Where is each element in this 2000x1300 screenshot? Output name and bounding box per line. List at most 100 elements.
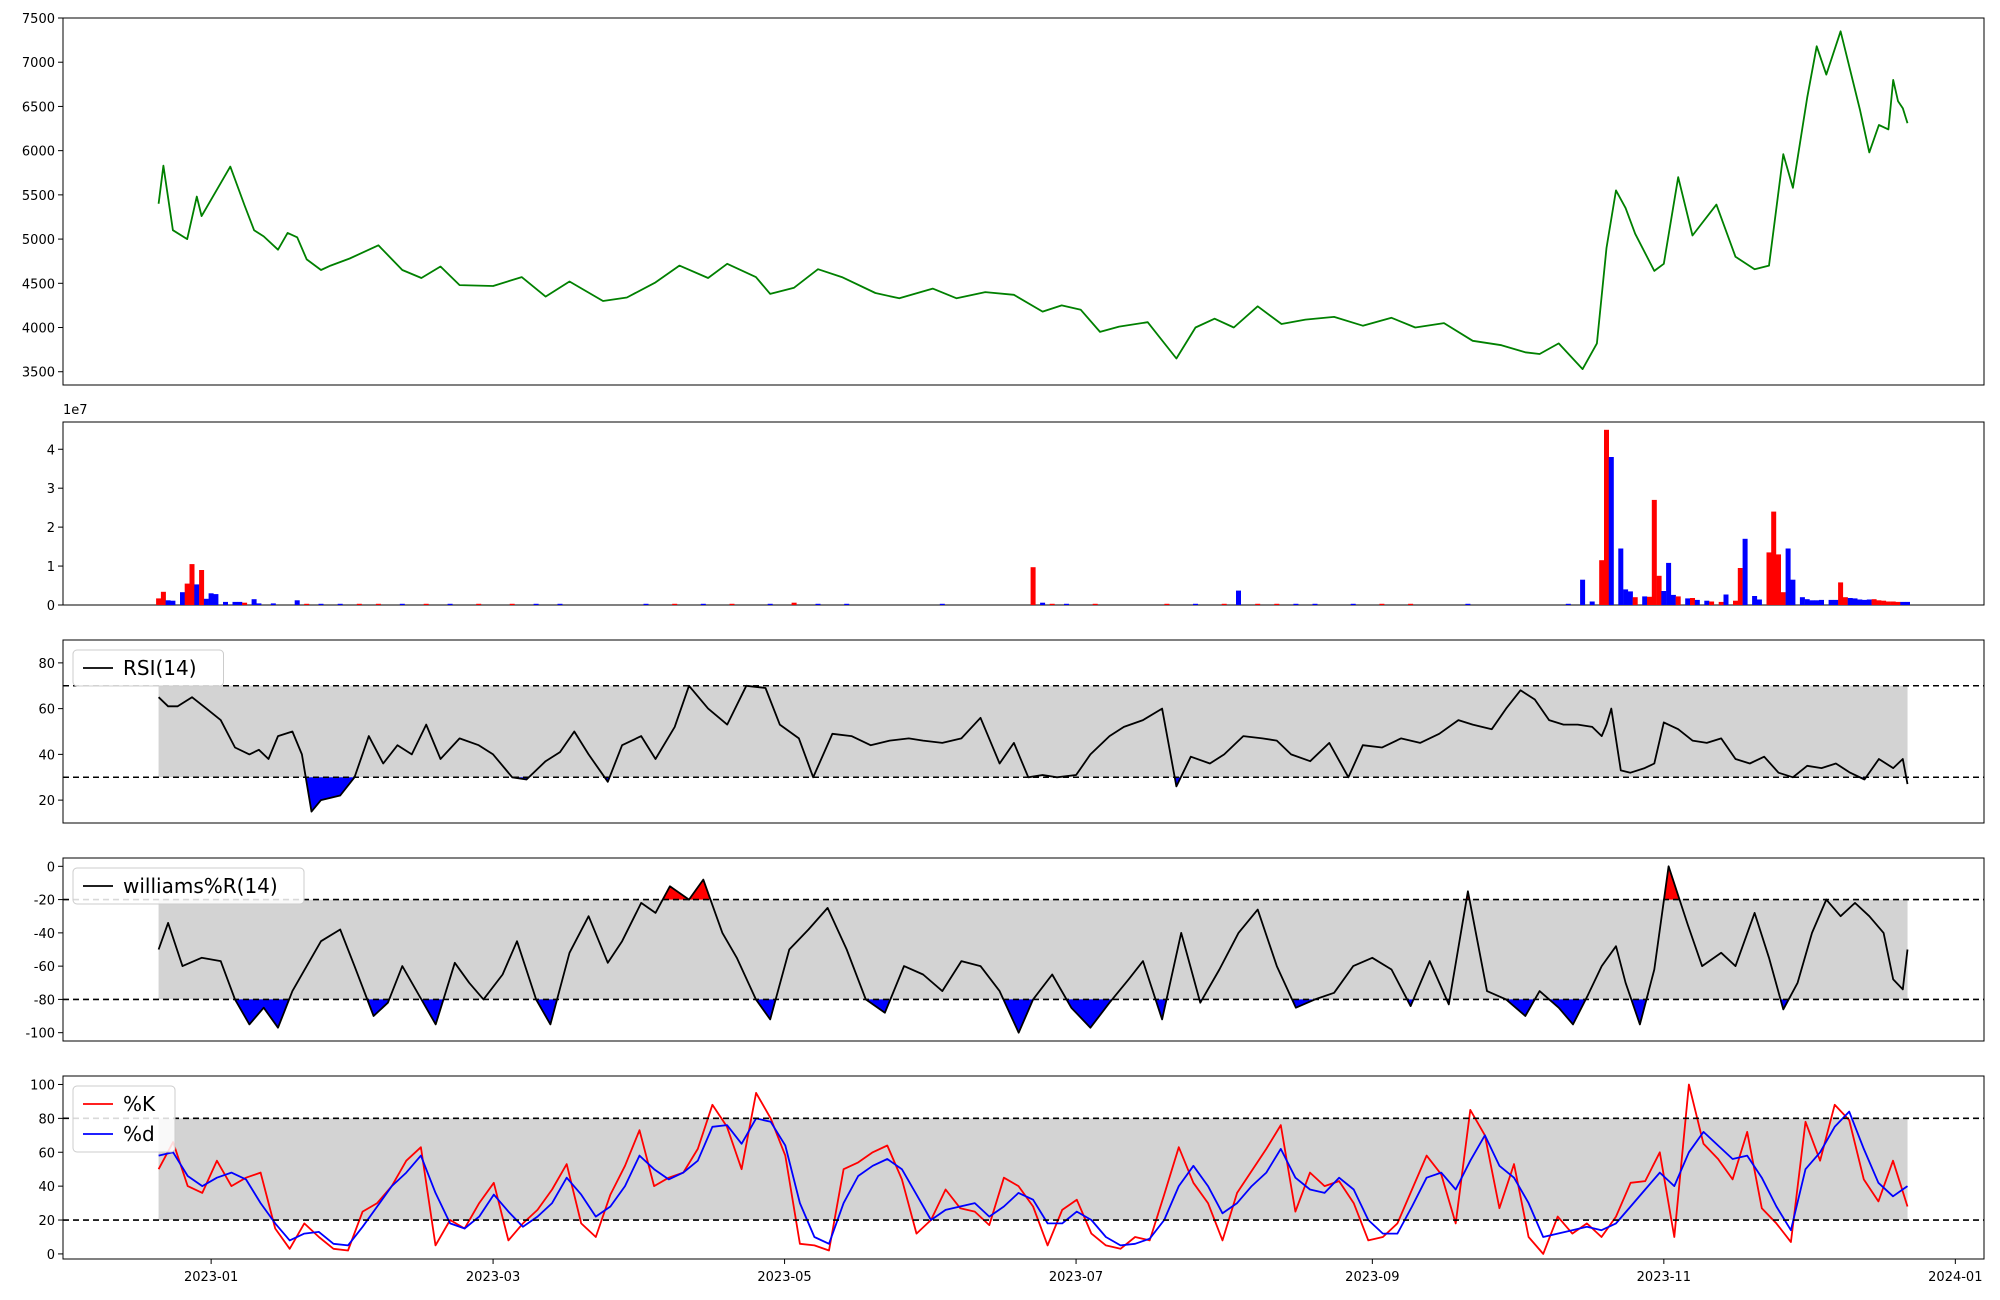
volume-bar xyxy=(1651,499,1657,605)
volume-bar xyxy=(1255,603,1261,605)
volume-bar xyxy=(533,603,539,605)
volume-bar xyxy=(1780,592,1786,605)
price-ytick-label: 6500 xyxy=(22,100,55,115)
williams-overbought-fill xyxy=(689,879,711,900)
x-tick-label: 2023-01 xyxy=(184,1270,238,1285)
price-ytick-label: 7500 xyxy=(22,12,55,27)
volume-bar xyxy=(1881,600,1887,605)
volume-bar xyxy=(447,603,453,605)
williams-ytick-label: -60 xyxy=(34,960,55,975)
volume-bar xyxy=(165,600,171,605)
volume-bar xyxy=(1618,548,1624,605)
volume-bar xyxy=(1742,538,1748,605)
volume-bar xyxy=(729,603,735,605)
rsi-band xyxy=(158,685,1908,778)
volume-bar xyxy=(189,564,195,605)
williams-oversold-fill xyxy=(235,999,290,1028)
volume-bar xyxy=(1627,591,1633,605)
volume-bar xyxy=(1675,596,1681,605)
volume-bar xyxy=(1838,582,1844,605)
volume-bar xyxy=(194,584,200,605)
volume-bar xyxy=(844,603,850,605)
volume-bar xyxy=(294,600,300,605)
volume-bar xyxy=(1709,601,1715,605)
stochastic-legend-label: %K xyxy=(123,1092,156,1116)
volume-bar xyxy=(318,603,324,605)
stochastic-band xyxy=(158,1118,1908,1221)
x-tick-label: 2023-09 xyxy=(1345,1270,1399,1285)
williams-oversold-fill xyxy=(1003,999,1034,1033)
williams-ytick-label: 0 xyxy=(47,860,55,875)
volume-bar xyxy=(1895,601,1901,605)
volume-bar xyxy=(1704,600,1710,605)
volume-bar xyxy=(1661,591,1667,605)
price-ytick-label: 4500 xyxy=(22,277,55,292)
stochastic-legend: %K %d xyxy=(72,1085,176,1153)
williams-panel-frame xyxy=(62,857,1985,1042)
volume-bar xyxy=(1408,603,1414,605)
volume-ytick-label: 1 xyxy=(47,560,55,575)
volume-bar xyxy=(1871,599,1877,605)
volume-bar xyxy=(170,600,176,605)
volume-bar xyxy=(1565,603,1571,605)
rsi-oversold-fill xyxy=(305,777,355,812)
williams-band xyxy=(158,899,1908,1000)
volume-bar xyxy=(1312,603,1318,605)
volume-bar xyxy=(180,592,185,605)
volume-bar xyxy=(1164,603,1170,605)
rsi-ytick-label: 40 xyxy=(38,748,55,763)
volume-bar xyxy=(1804,599,1810,605)
volume-bar xyxy=(270,603,276,605)
volume-bar xyxy=(1857,599,1863,605)
volume-bar xyxy=(1876,600,1882,605)
volume-bar xyxy=(1632,597,1638,605)
x-tick-label: 2023-11 xyxy=(1637,1270,1691,1285)
volume-bar xyxy=(1733,600,1738,605)
volume-bar xyxy=(375,603,381,605)
volume-bar xyxy=(791,602,797,605)
volume-bar xyxy=(1193,603,1198,605)
volume-bar xyxy=(1819,599,1824,605)
volume-panel-frame xyxy=(62,421,1985,606)
volume-bar xyxy=(1642,596,1648,605)
williams-overbought-fill xyxy=(662,886,689,900)
volume-bar xyxy=(1885,601,1891,605)
volume-bar xyxy=(208,593,214,605)
williams-legend-box xyxy=(72,867,305,905)
williams-ytick-label: -40 xyxy=(34,927,55,942)
rsi-line xyxy=(157,684,1909,813)
volume-bar xyxy=(700,603,706,605)
volume-bar xyxy=(251,599,257,605)
williams-ytick-label: -80 xyxy=(34,993,55,1008)
stochastic-series-d xyxy=(158,1110,1909,1247)
volume-bar xyxy=(256,603,262,605)
volume-bar xyxy=(1236,590,1241,605)
volume-ytick-label: 4 xyxy=(47,443,55,458)
rsi-legend-box xyxy=(72,649,224,687)
volume-bar xyxy=(1350,603,1356,605)
williams-legend: williams%R(14) xyxy=(72,867,305,905)
volume-bar xyxy=(1599,560,1605,605)
volume-bar xyxy=(237,601,243,605)
volume-bar xyxy=(1752,596,1758,605)
volume-bar xyxy=(1690,598,1695,605)
volume-bar xyxy=(509,603,515,605)
volume-bar xyxy=(1666,562,1672,605)
volume-bar xyxy=(1905,601,1910,605)
volume-bar xyxy=(1604,429,1609,605)
volume-bar xyxy=(1766,552,1772,605)
price-ytick-label: 6000 xyxy=(22,145,55,160)
volume-bar xyxy=(337,603,343,605)
x-tick-label: 2023-05 xyxy=(757,1270,811,1285)
williams-legend-label: williams%R(14) xyxy=(123,874,278,898)
volume-bar xyxy=(557,603,563,605)
volume-bar xyxy=(1833,599,1839,605)
stochastic-series-k xyxy=(157,1083,1909,1255)
stochastic-ytick-label: 100 xyxy=(30,1078,55,1093)
williams-oversold-fill xyxy=(1631,999,1647,1025)
volume-bar xyxy=(223,601,228,605)
volume-bar xyxy=(1828,599,1834,605)
volume-bar xyxy=(1040,602,1046,605)
volume-bar xyxy=(1589,601,1595,605)
